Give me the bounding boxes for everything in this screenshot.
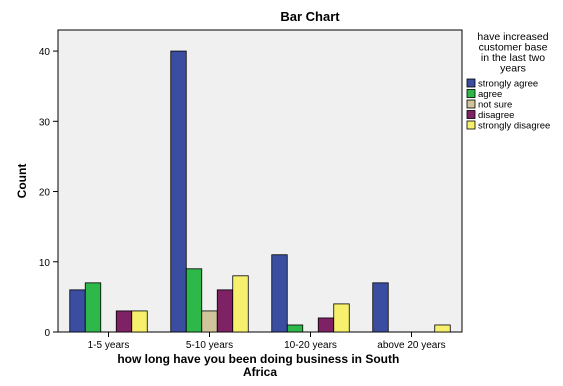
legend-label: not sure — [478, 100, 512, 111]
bar — [232, 275, 249, 333]
bar — [317, 317, 335, 333]
y-axis-title: Count — [15, 164, 29, 199]
x-axis: 1-5 years 5-10 years 10-20 years above 20 y… — [88, 332, 446, 351]
legend-title-line: customer base — [479, 42, 548, 54]
bar — [286, 324, 304, 333]
bar — [201, 310, 218, 333]
y-tick-label: 20 — [39, 188, 51, 199]
x-axis-title-line-1: how long have you been doing business in… — [117, 352, 399, 366]
bar — [271, 254, 288, 333]
bar — [372, 282, 389, 333]
legend-title-line: have increased — [477, 31, 548, 43]
bar — [131, 310, 148, 333]
legend-title-line: years — [500, 63, 526, 75]
legend-swatch — [466, 110, 476, 119]
bar — [69, 289, 86, 333]
legend-swatch — [466, 120, 476, 130]
bar — [115, 310, 133, 333]
bar — [434, 324, 451, 333]
x-tick-label: 10-20 years — [284, 340, 337, 351]
x-tick-label: above 20 years — [377, 340, 445, 351]
y-axis: 0 10 20 30 40 — [39, 47, 58, 339]
plot-area — [57, 29, 463, 333]
y-tick-label: 30 — [39, 117, 51, 128]
bar — [333, 303, 350, 333]
x-tick-label: 5-10 years — [186, 340, 233, 351]
bar — [84, 282, 102, 333]
y-tick-label: 10 — [39, 258, 51, 269]
legend-label: agree — [478, 89, 502, 100]
chart-title: Bar Chart — [280, 9, 340, 24]
legend-label: disagree — [478, 110, 514, 121]
bar — [216, 289, 234, 333]
bar — [185, 268, 203, 333]
x-axis-title: how long have you been doing business in… — [117, 352, 402, 379]
legend-swatch — [466, 89, 476, 98]
bar — [170, 50, 187, 333]
legend-title-line: in the last two — [481, 52, 545, 64]
x-tick-label: 1-5 years — [88, 340, 130, 351]
legend-label: strongly disagree — [478, 121, 550, 132]
y-tick-label: 0 — [44, 328, 50, 339]
legend-swatch — [466, 99, 476, 109]
x-axis-title-line-2: Africa — [243, 365, 277, 379]
y-tick-label: 40 — [39, 47, 51, 58]
legend-swatch — [466, 78, 476, 88]
bars — [69, 50, 451, 333]
legend-label: strongly agree — [478, 79, 538, 90]
